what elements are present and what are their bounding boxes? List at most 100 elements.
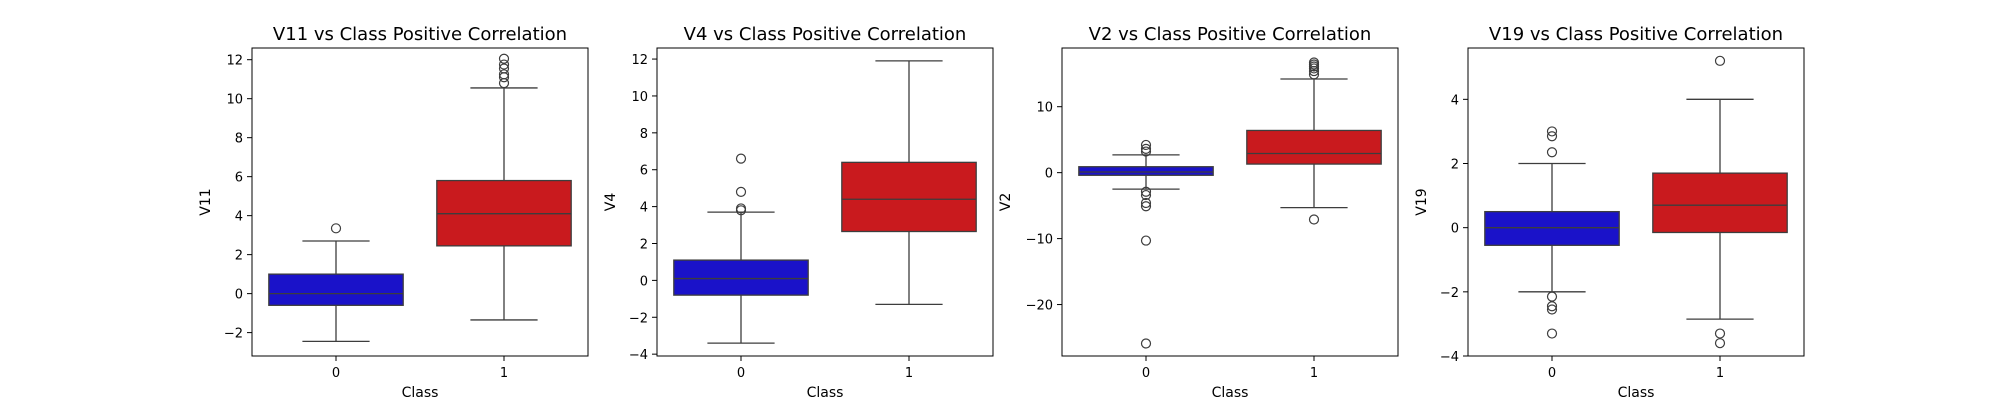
outlier-point (1546, 147, 1558, 158)
outlier-point (735, 203, 747, 214)
y-tick-label: −2 (224, 327, 243, 342)
outlier-point (1140, 338, 1152, 349)
outlier-point (1140, 201, 1152, 212)
iqr-box (1484, 210, 1620, 246)
y-tick-label: 2 (1451, 158, 1459, 173)
x-tick-label: 1 (1716, 366, 1724, 381)
y-tick-label: 4 (235, 210, 243, 225)
box-class-0 (673, 153, 809, 344)
outlier-point (1714, 328, 1726, 339)
x-tick-label: 0 (1142, 366, 1150, 381)
x-axis-label: Class (807, 385, 844, 400)
outlier-point (1140, 143, 1152, 155)
y-tick-label: 0 (1451, 222, 1459, 237)
outlier-point (330, 223, 342, 234)
chart-panel-4: V19 vs Class Positive Correlation −4 −2 0 2 4… (1414, 24, 1805, 400)
axes-frame (1061, 47, 1399, 357)
outlier-point (1546, 131, 1558, 142)
y-tick-label: 4 (1451, 93, 1459, 108)
outlier-point (735, 186, 747, 197)
x-axis-label: Class (402, 385, 439, 400)
y-axis-label: V2 (998, 193, 1014, 211)
x-axis-label: Class (1212, 385, 1249, 400)
y-axis-label: V11 (198, 188, 214, 215)
y-axis-label: V4 (603, 193, 619, 212)
outlier-point (1140, 186, 1152, 197)
box-class-0 (1078, 139, 1214, 349)
box-class-1 (841, 60, 977, 306)
box-class-1 (1652, 55, 1788, 349)
outlier-point (1546, 304, 1558, 315)
outlier-point (1546, 301, 1558, 312)
axes-frame (1467, 47, 1805, 357)
y-tick-label: −4 (629, 348, 648, 363)
chart-panel-1: V11 vs Class Positive Correlation −2 0 2 4 6 8… (198, 24, 589, 400)
y-tick-label: −20 (1026, 299, 1053, 314)
y-tick-label: 2 (640, 237, 648, 252)
iqr-box (1246, 129, 1382, 165)
iqr-box (1652, 172, 1788, 234)
outlier-point (498, 53, 510, 64)
iqr-box (1078, 166, 1214, 176)
chart-title: V11 vs Class Positive Correlation (273, 24, 567, 45)
axes-frame (251, 47, 589, 357)
outlier-point (1308, 69, 1320, 80)
box-class-0 (1484, 126, 1620, 339)
box-class-0 (268, 223, 404, 343)
y-tick-label: 0 (235, 288, 243, 303)
x-tick-label: 1 (500, 366, 508, 381)
y-tick-label: 8 (640, 127, 648, 142)
y-tick-label: 8 (235, 132, 243, 147)
x-tick-label: 0 (332, 366, 340, 381)
chart-title: V19 vs Class Positive Correlation (1489, 24, 1783, 45)
y-tick-label: 0 (640, 274, 648, 289)
outlier-point (1140, 146, 1152, 157)
outlier-point (1546, 126, 1558, 137)
x-tick-label: 1 (1310, 366, 1318, 381)
outlier-point (1546, 291, 1558, 302)
y-tick-label: 12 (226, 54, 243, 69)
y-tick-label: 10 (631, 90, 648, 105)
x-tick-label: 0 (1548, 366, 1556, 381)
outlier-point (735, 153, 747, 164)
outlier-point (1714, 55, 1726, 66)
outlier-point (1714, 338, 1726, 349)
iqr-box (268, 273, 404, 306)
y-tick-label: 12 (631, 53, 648, 68)
y-tick-label: −2 (1440, 286, 1459, 301)
outlier-point (1308, 214, 1320, 225)
iqr-box (673, 259, 809, 296)
chart-title: V2 vs Class Positive Correlation (1089, 24, 1372, 45)
axes-frame (656, 47, 994, 357)
box-class-1 (436, 53, 572, 321)
chart-panel-2: V4 vs Class Positive Correlation −4 −2 0 2 4 6… (603, 24, 994, 400)
y-tick-label: −10 (1026, 233, 1053, 248)
outlier-point (1140, 197, 1152, 209)
y-tick-label: 10 (226, 93, 243, 108)
y-tick-label: 0 (1045, 167, 1053, 182)
box-class-1 (1246, 57, 1382, 225)
outlier-point (498, 59, 510, 70)
y-tick-label: −2 (629, 311, 648, 326)
y-tick-label: 6 (235, 171, 243, 186)
outlier-point (1140, 189, 1152, 201)
y-tick-label: −4 (1440, 350, 1459, 365)
outlier-point (498, 63, 510, 74)
outlier-point (1546, 328, 1558, 339)
y-tick-label: 6 (640, 164, 648, 179)
outlier-point (1140, 235, 1152, 246)
y-tick-label: 4 (640, 201, 648, 216)
outlier-point (1140, 139, 1152, 151)
y-tick-label: 10 (1036, 101, 1053, 116)
iqr-box (841, 161, 977, 233)
x-tick-label: 0 (737, 366, 745, 381)
chart-title: V4 vs Class Positive Correlation (684, 24, 967, 45)
y-tick-label: 2 (235, 249, 243, 264)
outlier-point (498, 69, 510, 80)
x-axis-label: Class (1618, 385, 1655, 400)
chart-panel-3: V2 vs Class Positive Correlation −20 −10 0 1… (998, 24, 1399, 400)
y-axis-label: V19 (1414, 188, 1430, 215)
outlier-point (1308, 57, 1320, 68)
x-tick-label: 1 (905, 366, 913, 381)
